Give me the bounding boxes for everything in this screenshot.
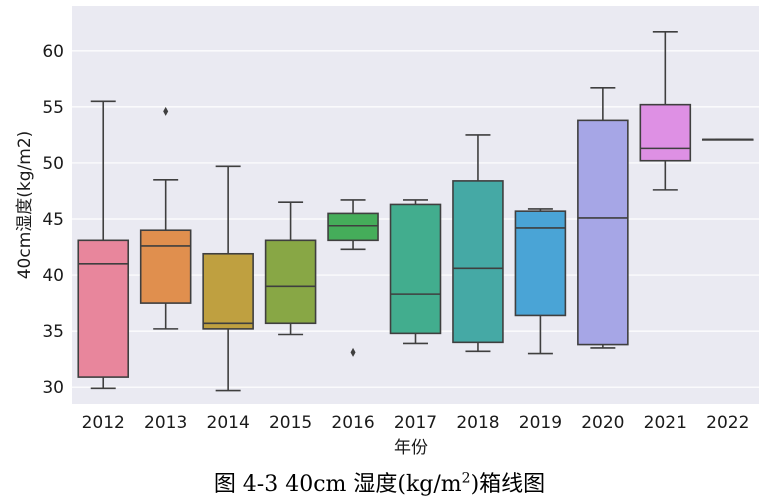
box-iqr <box>514 210 567 317</box>
box-group <box>452 134 504 353</box>
box-group <box>77 100 130 390</box>
box-group <box>139 106 192 330</box>
caption-superscript: 2 <box>461 470 471 487</box>
y-axis-title: 40cm湿度(kg/m2) <box>15 131 35 280</box>
box-group <box>639 30 692 191</box>
box-group <box>514 208 567 355</box>
box-iqr <box>389 203 442 335</box>
box-iqr <box>202 252 254 330</box>
y-tick-label: 30 <box>42 378 64 398</box>
x-tick-label: 2012 <box>82 413 125 433</box>
x-tick-label: 2014 <box>207 413 250 433</box>
box-group <box>389 199 442 345</box>
x-tick-label: 2019 <box>519 413 562 433</box>
box-group <box>202 165 254 392</box>
box-iqr <box>452 180 504 344</box>
box-iqr <box>77 239 130 378</box>
x-tick-label: 2013 <box>144 413 187 433</box>
x-tick-label: 2022 <box>706 413 749 433</box>
box-iqr <box>264 239 317 325</box>
box-iqr <box>327 212 379 242</box>
caption-suffix: )箱线图 <box>470 472 546 497</box>
outlier-point <box>163 106 169 116</box>
y-tick-label: 40 <box>42 266 64 286</box>
x-axis-title: 年份 <box>394 438 428 458</box>
x-tick-label: 2020 <box>581 413 624 433</box>
box-iqr <box>139 229 192 304</box>
caption-prefix: 图 4-3 40cm 湿度(kg/m <box>213 472 462 497</box>
y-tick-label: 45 <box>42 210 64 230</box>
box-group <box>701 138 754 141</box>
y-tick-label: 35 <box>42 322 64 342</box>
x-tick-label: 2016 <box>331 413 374 433</box>
y-tick-label: 60 <box>42 42 64 62</box>
box-group <box>327 199 379 357</box>
x-tick-labels: 2012 2013 2014 2015 2016 2017 2018 2019 2020 2021… <box>82 413 750 433</box>
boxes <box>77 30 754 392</box>
x-tick-label: 2021 <box>644 413 687 433</box>
box-group <box>577 87 629 349</box>
y-tick-labels: 30 35 40 45 50 55 60 <box>42 42 64 398</box>
box-group <box>264 201 317 336</box>
y-tick-label: 55 <box>42 98 64 118</box>
box-iqr <box>639 103 692 162</box>
outlier-point <box>350 347 356 357</box>
y-tick-label: 50 <box>42 154 64 174</box>
figure-caption: 图 4-3 40cm 湿度(kg/m2)箱线图 <box>0 466 759 498</box>
x-tick-label: 2017 <box>394 413 437 433</box>
box-iqr <box>577 119 629 346</box>
x-tick-label: 2018 <box>456 413 499 433</box>
x-tick-label: 2015 <box>269 413 312 433</box>
